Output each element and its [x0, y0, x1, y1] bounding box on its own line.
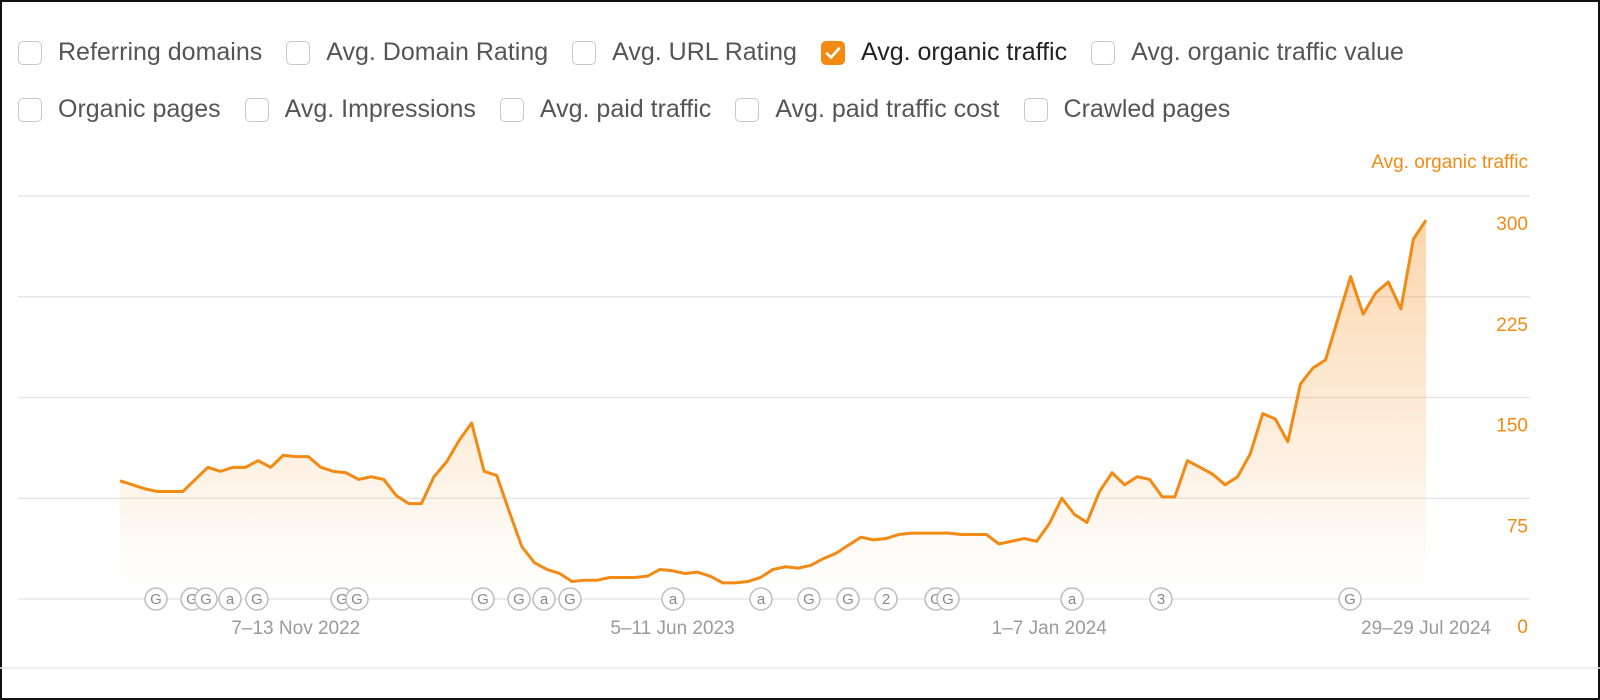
annotation-label: G — [513, 591, 525, 608]
x-tick-label: 7–13 Nov 2022 — [231, 618, 360, 639]
annotation-label: a — [757, 591, 766, 608]
annotation-label: a — [226, 591, 235, 608]
checkbox-option[interactable]: Avg. organic traffic value — [1091, 38, 1404, 67]
annotation-label: G — [200, 591, 212, 608]
checkbox-option[interactable]: Avg. paid traffic — [499, 95, 712, 124]
checkbox[interactable] — [18, 40, 42, 65]
annotation-marker — [797, 587, 821, 611]
y-tick-label: 0 — [1517, 617, 1528, 638]
annotation-label: a — [669, 591, 678, 608]
checkbox[interactable] — [735, 97, 760, 122]
checkbox-label[interactable]: Avg. paid traffic cost — [775, 95, 1000, 123]
checkbox[interactable] — [820, 40, 845, 65]
annotation-label: G — [186, 591, 198, 608]
checkbox-option[interactable]: Organic pages — [18, 95, 221, 124]
annotation-marker — [558, 587, 582, 611]
x-tick-label: 29–29 Jul 2024 — [1361, 618, 1491, 639]
annotation-marker — [471, 587, 495, 611]
annotation-marker — [194, 587, 218, 611]
checkbox-label[interactable]: Avg. organic traffic — [860, 38, 1068, 66]
annotation-marker — [661, 587, 685, 611]
option-row: Referring domains Avg. Domain Rating Avg. … — [18, 24, 1578, 81]
checkbox-option[interactable]: Avg. organic traffic — [820, 38, 1068, 67]
checkbox-option[interactable]: Avg. Domain Rating — [286, 38, 548, 67]
area — [120, 220, 1426, 587]
annotation-marker — [345, 587, 369, 611]
checkbox[interactable] — [499, 97, 524, 122]
checkbox-label[interactable]: Avg. organic traffic value — [1131, 38, 1404, 66]
annotation-marker — [245, 587, 269, 611]
y-tick-label: 150 — [1496, 416, 1528, 437]
annotation-marker — [836, 587, 860, 611]
annotation-marker — [874, 587, 898, 611]
annotation-marker — [144, 587, 168, 611]
checkbox-label[interactable]: Avg. paid traffic — [539, 95, 712, 123]
checkbox-label[interactable]: Organic pages — [58, 95, 221, 123]
checkbox[interactable] — [244, 97, 269, 122]
annotation-label: G — [942, 591, 954, 608]
checkbox-label[interactable]: Avg. Impressions — [284, 95, 476, 123]
annotation-marker — [1338, 587, 1362, 611]
annotation-marker — [507, 587, 531, 611]
checkbox-option[interactable]: Avg. Impressions — [244, 95, 476, 124]
checkbox-label[interactable]: Avg. Domain Rating — [326, 38, 549, 66]
annotation-marker — [1060, 587, 1084, 611]
annotation-label: G — [930, 591, 942, 608]
checkbox-option[interactable]: Avg. URL Rating — [572, 38, 797, 67]
annotation-label: G — [351, 591, 363, 608]
annotation-label: G — [336, 591, 348, 608]
annotation-label: a — [1068, 591, 1077, 608]
checkbox[interactable] — [286, 40, 311, 65]
annotation-label: G — [803, 591, 815, 608]
checkbox-label[interactable]: Referring domains — [58, 38, 263, 66]
annotation-marker — [532, 587, 556, 611]
annotation-label: 3 — [1157, 591, 1165, 608]
option-row: Organic pages Avg. Impressions Avg. paid t… — [18, 81, 1578, 138]
annotation-label: G — [477, 591, 489, 608]
x-tick-label: 1–7 Jan 2024 — [992, 618, 1108, 639]
annotation-label: G — [251, 591, 263, 608]
x-tick-label: 5–11 Jun 2023 — [610, 618, 734, 639]
annotation-marker — [936, 587, 960, 611]
annotation-label: a — [540, 591, 549, 608]
annotation-label: G — [842, 591, 854, 608]
checkbox[interactable] — [18, 97, 42, 122]
checkbox-option[interactable]: Referring domains — [18, 38, 262, 67]
checkbox-label[interactable]: Avg. URL Rating — [612, 38, 797, 66]
check-icon — [825, 46, 841, 59]
checkbox[interactable] — [1023, 97, 1048, 122]
y-tick-label: 225 — [1496, 315, 1528, 336]
y-tick-label: 300 — [1496, 214, 1528, 235]
checkbox[interactable] — [572, 40, 597, 65]
checkbox-label[interactable]: Crawled pages — [1063, 95, 1231, 123]
annotation-marker — [749, 587, 773, 611]
y-axis-title: Avg. organic traffic — [1371, 152, 1528, 173]
annotation-marker — [1149, 587, 1173, 611]
checkbox-option[interactable]: Avg. paid traffic cost — [735, 95, 1000, 124]
annotation-label: G — [564, 591, 576, 608]
checkbox[interactable] — [1091, 40, 1116, 65]
annotation-label: G — [1344, 591, 1356, 608]
annotation-label: 2 — [882, 591, 890, 608]
annotation-marker — [218, 587, 242, 611]
metric-options: Referring domains Avg. Domain Rating Avg. … — [18, 24, 1578, 138]
checkbox-option[interactable]: Crawled pages — [1023, 95, 1231, 124]
y-tick-label: 75 — [1507, 516, 1528, 537]
annotation-label: G — [150, 591, 162, 608]
line — [119, 219, 1428, 585]
